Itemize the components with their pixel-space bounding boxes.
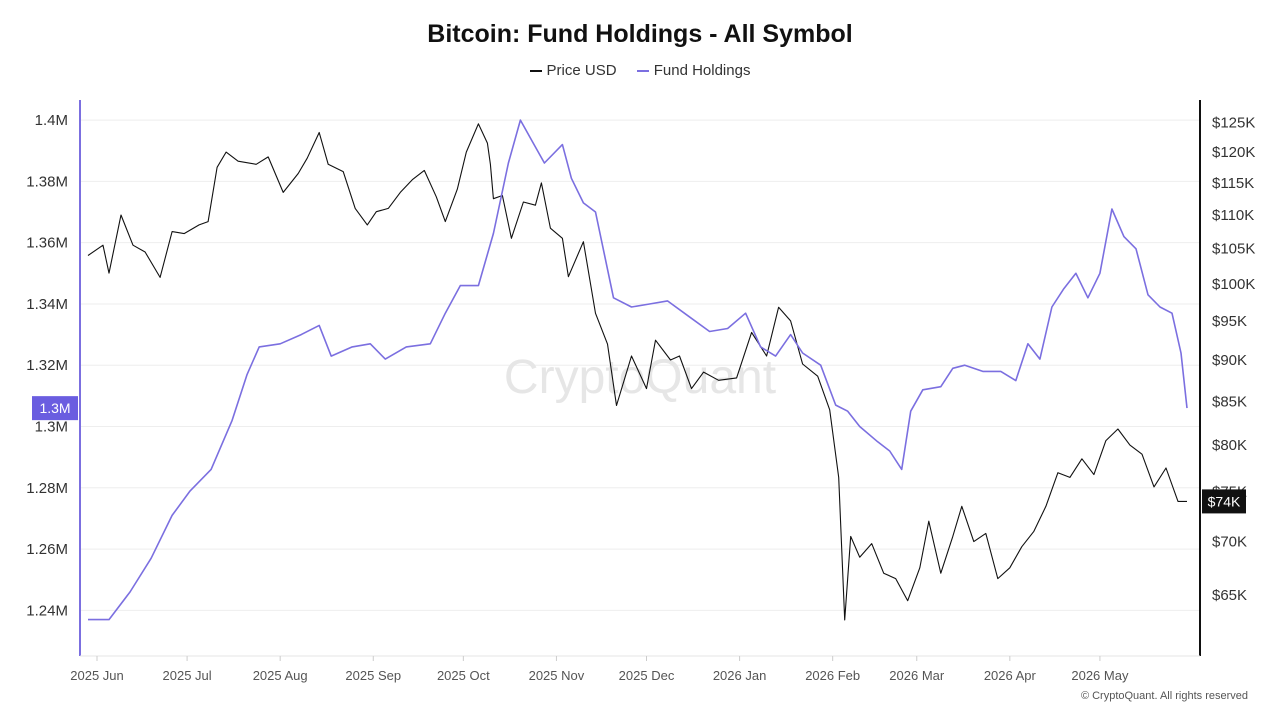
x-tick-label: 2025 Dec xyxy=(619,668,675,683)
x-tick-label: 2025 Sep xyxy=(345,668,401,683)
x-tick-label: 2025 Jun xyxy=(70,668,124,683)
current-price-label: $74K xyxy=(1208,493,1241,509)
y-left-tick-label: 1.28M xyxy=(26,480,68,497)
y-left-tick-label: 1.26M xyxy=(26,541,68,558)
y-right-tick-label: $90K xyxy=(1212,352,1247,369)
y-left-tick-label: 1.3M xyxy=(35,419,68,436)
y-right-tick-label: $110K xyxy=(1212,207,1254,224)
x-tick-label: 2025 Oct xyxy=(437,668,490,683)
current-holdings-label: 1.3M xyxy=(39,400,70,416)
y-right-tick-label: $100K xyxy=(1212,276,1255,293)
chart-legend: Price USD Fund Holdings xyxy=(0,62,1280,79)
y-left-tick-label: 1.32M xyxy=(26,357,68,374)
x-tick-label: 2025 Aug xyxy=(253,668,308,683)
y-right-tick-label: $120K xyxy=(1212,144,1255,161)
y-right-tick-label: $95K xyxy=(1212,313,1247,330)
chart-title: Bitcoin: Fund Holdings - All Symbol xyxy=(427,20,853,48)
legend-label-fund-holdings: Fund Holdings xyxy=(653,62,751,79)
x-tick-label: 2026 Mar xyxy=(889,668,945,683)
legend-swatch-price xyxy=(529,70,542,73)
watermark: CryptoQuant xyxy=(504,351,776,404)
x-tick-label: 2026 May xyxy=(1071,668,1129,683)
legend-item-price[interactable]: Price USD xyxy=(529,62,617,79)
y-right-tick-label: $80K xyxy=(1212,437,1247,454)
y-right-tick-label: $125K xyxy=(1212,115,1255,132)
y-right-tick-label: $85K xyxy=(1212,393,1247,410)
price-usd-line[interactable] xyxy=(87,123,1187,621)
x-tick-label: 2026 Feb xyxy=(805,668,860,683)
current-holdings-badge xyxy=(32,396,78,421)
y-right-tick-label: $105K xyxy=(1212,241,1255,258)
legend-label-price: Price USD xyxy=(546,62,617,79)
legend-item-fund-holdings[interactable]: Fund Holdings xyxy=(636,62,751,79)
x-tick-label: 2026 Jan xyxy=(713,668,767,683)
y-left-tick-label: 1.36M xyxy=(26,235,68,252)
x-tick-label: 2025 Nov xyxy=(529,668,585,683)
current-price-badge xyxy=(1202,489,1246,514)
y-right-tick-label: $115K xyxy=(1212,175,1254,192)
y-left-tick-label: 1.4M xyxy=(35,112,68,129)
y-left-tick-label: 1.24M xyxy=(26,602,68,619)
y-right-tick-label: $65K xyxy=(1212,587,1247,604)
x-tick-label: 2026 Apr xyxy=(984,668,1037,683)
fund-holdings-line[interactable] xyxy=(88,119,1188,621)
copyright-text: © CryptoQuant. All rights reserved xyxy=(1080,690,1248,702)
y-right-tick-label: $70K xyxy=(1212,534,1247,551)
y-left-tick-label: 1.38M xyxy=(26,173,68,190)
y-left-tick-label: 1.34M xyxy=(26,296,68,313)
legend-swatch-fund-holdings xyxy=(636,70,649,73)
x-tick-label: 2025 Jul xyxy=(163,668,212,683)
